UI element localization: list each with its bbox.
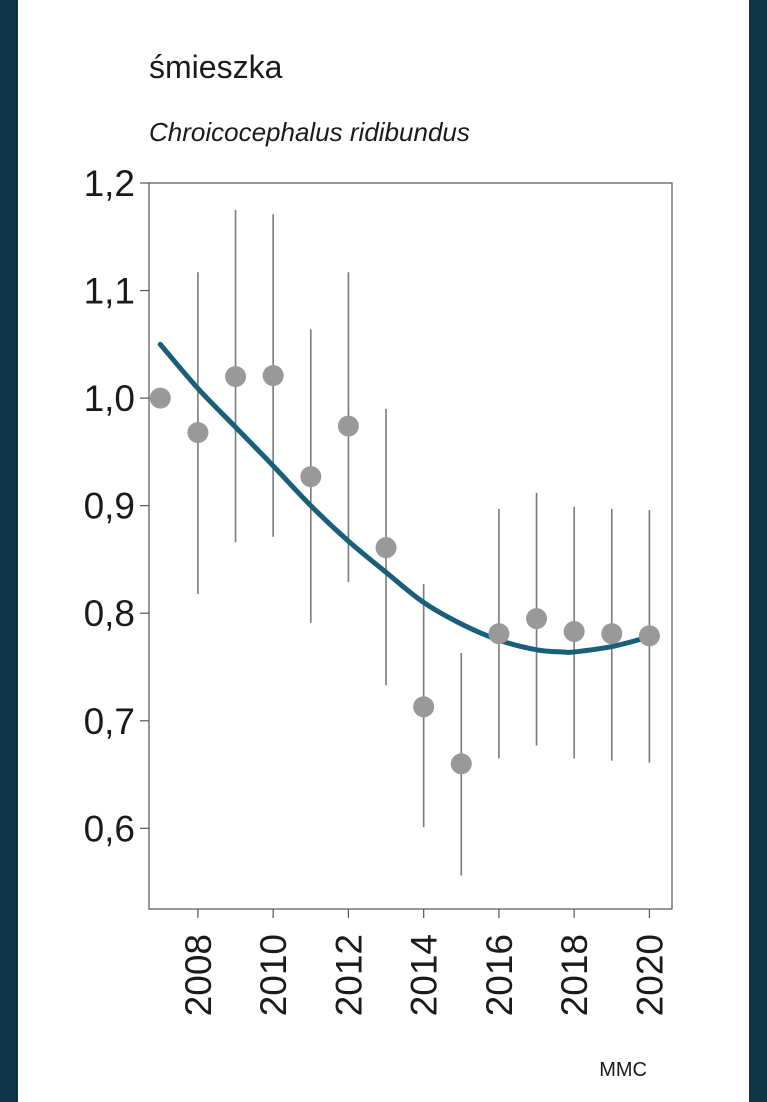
data-point — [225, 366, 247, 388]
data-point — [488, 623, 510, 645]
x-tick-label: 2018 — [554, 934, 595, 1016]
y-tick-label: 0,7 — [84, 701, 135, 742]
data-point — [300, 466, 322, 488]
data-point — [563, 621, 585, 643]
plot-frame — [148, 182, 673, 910]
y-tick-label: 1,0 — [84, 378, 135, 419]
y-tick-label: 1,1 — [84, 271, 135, 312]
data-point — [638, 625, 660, 647]
error-bars — [197, 209, 651, 876]
chart-panel: śmieszka Chroicocephalus ridibundus 1,2 1… — [18, 0, 749, 1102]
chart-svg: śmieszka Chroicocephalus ridibundus 1,21… — [84, 49, 673, 1081]
chart-subtitle: Chroicocephalus ridibundus — [149, 117, 470, 147]
data-point — [149, 387, 171, 409]
x-tick-label: 2014 — [404, 934, 445, 1016]
y-tick-label: 1,2 — [84, 163, 135, 204]
source-label: MMC — [599, 1059, 647, 1081]
data-point — [413, 696, 435, 718]
x-tick-label: 2020 — [629, 934, 670, 1016]
y-tick-label: 0,8 — [84, 593, 135, 634]
data-point — [262, 365, 284, 387]
data-point — [526, 608, 548, 630]
data-point — [450, 753, 472, 775]
y-axis: 1,2 1,1 1,0 0,9 0,8 0,7 0,6 — [84, 163, 149, 849]
trend-line — [157, 341, 652, 655]
data-point — [187, 422, 209, 444]
data-point — [375, 537, 397, 559]
x-axis: 2008 2010 2012 2014 2016 2018 2020 — [178, 909, 670, 1016]
x-tick-label: 2016 — [479, 934, 520, 1016]
data-point — [601, 623, 623, 645]
y-tick-label: 0,6 — [84, 808, 135, 849]
data-point — [337, 415, 359, 437]
y-tick-label: 0,9 — [84, 486, 135, 527]
x-tick-label: 2012 — [328, 934, 369, 1016]
data-points — [149, 365, 660, 775]
x-tick-label: 2010 — [253, 934, 294, 1016]
chart-title: śmieszka — [149, 49, 283, 85]
x-tick-label: 2008 — [178, 934, 219, 1016]
